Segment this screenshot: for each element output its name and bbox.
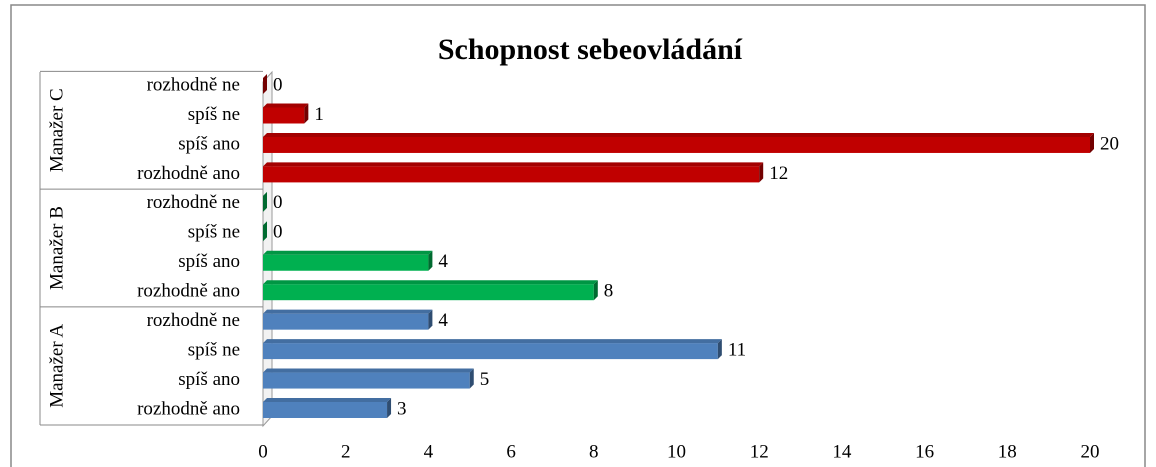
value-label: 4 [438,251,448,272]
x-tick-label: 12 [750,441,769,462]
x-tick-label: 16 [915,441,934,462]
bar [263,313,429,330]
bar-top [263,162,764,167]
y-tick-label: spíš ano [178,251,240,272]
x-tick-label: 20 [1081,441,1100,462]
value-label: 20 [1100,133,1119,154]
y-tick-label: rozhodně ano [137,398,240,419]
bar-side [717,339,722,360]
group-label: Manažer A [46,324,67,408]
x-tick-label: 4 [424,441,434,462]
bar-side [469,368,474,389]
value-label: 5 [480,369,490,390]
bar-top [263,280,598,285]
x-tick-label: 0 [258,441,268,462]
bar-top [263,309,433,314]
x-tick-label: 10 [667,441,686,462]
chart-frame [10,4,1146,467]
group-label: Manažer C [46,88,67,172]
chart-title: Schopnost sebeovládání [438,33,743,66]
bar [263,107,305,124]
bar [263,372,470,389]
x-tick-label: 18 [998,441,1017,462]
value-label: 0 [273,74,283,95]
bar-side [387,398,392,418]
x-tick-label: 8 [589,441,599,462]
y-tick-label: rozhodně ano [137,281,240,302]
bar-side [428,309,433,330]
y-tick-label: rozhodně ne [147,74,240,95]
y-tick-label: spíš ano [178,369,240,390]
bar-top [263,132,1094,137]
bar [263,343,718,360]
value-label: 8 [604,281,614,302]
y-tick-label: spíš ano [178,133,240,154]
bar [263,284,594,301]
bar-side [263,221,267,242]
x-tick-label: 6 [506,441,516,462]
y-tick-label: rozhodně ne [147,192,240,213]
bar-side [263,191,267,212]
y-tick-label: rozhodně ne [147,310,240,331]
bar [263,166,760,183]
bar-side [1090,132,1094,153]
bar-side [428,250,433,271]
y-tick-label: spíš ne [188,104,240,125]
bar-top [263,398,392,402]
bar [263,254,429,271]
bar [263,402,388,418]
bar-side [593,280,598,301]
x-tick-label: 14 [832,441,852,462]
x-tick-label: 2 [341,441,351,462]
bar-side [263,74,267,95]
value-label: 0 [273,222,283,243]
bar [263,136,1090,153]
value-label: 3 [397,398,407,419]
y-tick-label: spíš ne [188,222,240,243]
bar-top [263,339,722,344]
value-label: 1 [314,104,324,125]
bar-top [263,368,474,373]
value-label: 4 [438,310,448,331]
bar-side [759,162,764,183]
bar-top [263,103,309,108]
bar-side [304,103,309,124]
y-tick-label: spíš ne [188,339,240,360]
value-label: 12 [769,163,788,184]
y-tick-label: rozhodně ano [137,163,240,184]
value-label: 0 [273,192,283,213]
group-label: Manažer B [46,206,67,290]
bar-top [263,250,433,255]
value-label: 11 [728,339,746,360]
